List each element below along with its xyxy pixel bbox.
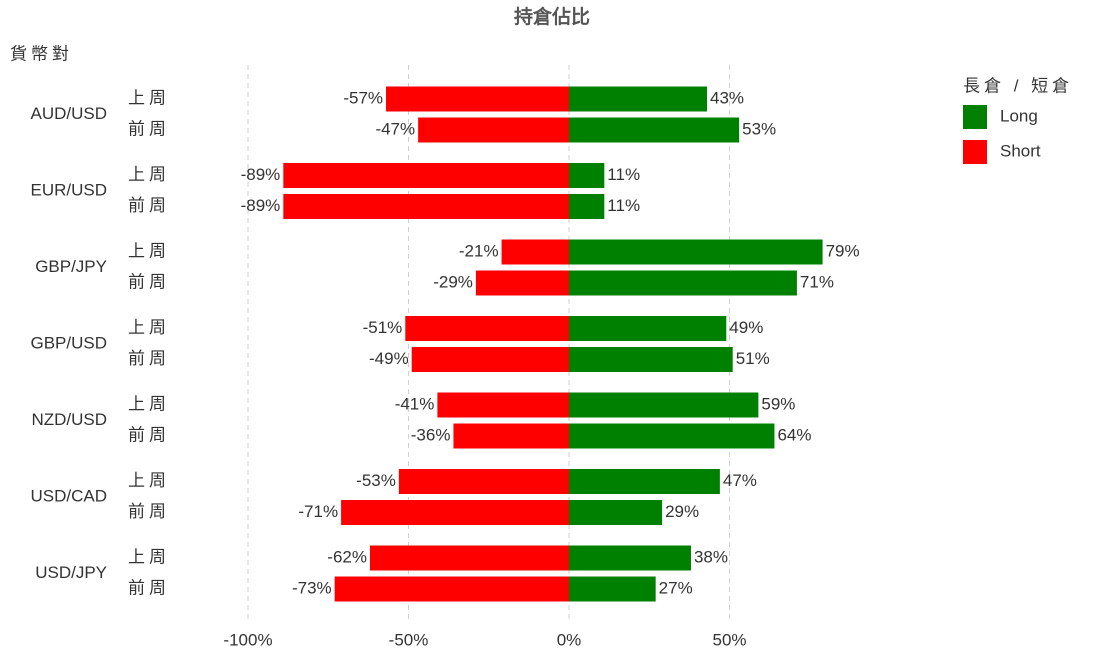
bar	[569, 194, 605, 219]
period-label: 上周	[128, 394, 170, 413]
value-label: 11%	[607, 196, 640, 215]
value-label: -47%	[375, 119, 415, 138]
bar	[569, 576, 656, 602]
value-label: 38%	[694, 547, 728, 566]
legend-label: Long	[1000, 106, 1038, 125]
chart-title: 持倉佔比	[514, 5, 590, 28]
bar	[369, 545, 569, 571]
group-label: USD/JPY	[35, 563, 107, 582]
value-label: 43%	[710, 88, 744, 107]
value-label: 64%	[777, 425, 811, 444]
bar	[405, 316, 569, 341]
period-label: 上周	[128, 88, 170, 107]
legend-title: 長倉 / 短倉	[963, 76, 1073, 95]
period-label: 前周	[128, 502, 170, 521]
period-label: 前周	[128, 272, 170, 291]
bar	[437, 392, 569, 418]
bar	[569, 469, 720, 494]
period-label: 前周	[128, 349, 170, 368]
value-label: -89%	[241, 196, 281, 215]
value-label: -57%	[343, 88, 383, 107]
bar	[453, 423, 569, 449]
bar	[569, 239, 823, 265]
value-label: 59%	[761, 394, 795, 413]
period-label: 上周	[128, 471, 170, 490]
period-label: 上周	[128, 165, 170, 184]
value-label: -36%	[411, 425, 451, 444]
bar	[386, 86, 569, 112]
value-label: 79%	[826, 241, 860, 260]
value-label: 11%	[607, 165, 640, 184]
value-label: -89%	[241, 165, 281, 184]
value-label: 49%	[729, 318, 763, 337]
bar	[411, 347, 569, 372]
value-label: 71%	[800, 272, 834, 291]
value-label: -41%	[395, 394, 435, 413]
bar	[569, 117, 740, 143]
x-tick-label: 50%	[712, 630, 746, 649]
bar	[569, 316, 727, 341]
value-label: 51%	[736, 349, 770, 368]
bar	[569, 500, 663, 525]
value-label: 53%	[742, 119, 776, 138]
value-label: 27%	[659, 578, 693, 597]
group-label: USD/CAD	[30, 486, 107, 505]
bar	[569, 423, 775, 449]
value-label: -73%	[292, 578, 332, 597]
bar	[569, 86, 708, 112]
value-label: 47%	[723, 471, 757, 490]
bar	[398, 469, 569, 494]
period-label: 上周	[128, 318, 170, 337]
value-label: -53%	[356, 471, 396, 490]
bar	[569, 163, 605, 188]
value-label: -49%	[369, 349, 409, 368]
x-tick-label: -50%	[389, 630, 429, 649]
bar	[283, 194, 569, 219]
value-label: -29%	[433, 272, 473, 291]
bar	[334, 576, 569, 602]
x-tick-label: -100%	[223, 630, 272, 649]
legend-label: Short	[1000, 141, 1041, 160]
bar	[418, 117, 569, 143]
bar	[569, 270, 797, 296]
bar	[475, 270, 569, 296]
legend-swatch	[963, 140, 987, 164]
period-label: 上周	[128, 241, 170, 260]
value-label: -21%	[459, 241, 499, 260]
bar	[569, 392, 759, 418]
value-label: -71%	[298, 502, 338, 521]
period-label: 前周	[128, 425, 170, 444]
value-label: -62%	[327, 547, 367, 566]
bar	[341, 500, 569, 525]
period-label: 前周	[128, 196, 170, 215]
group-label: AUD/USD	[30, 104, 107, 123]
value-label: 29%	[665, 502, 699, 521]
legend-swatch	[963, 105, 987, 129]
group-label: EUR/USD	[30, 180, 107, 199]
bar	[283, 163, 569, 188]
bar	[501, 239, 569, 265]
value-label: -51%	[363, 318, 403, 337]
period-label: 上周	[128, 547, 170, 566]
period-label: 前周	[128, 119, 170, 138]
group-label: GBP/USD	[30, 333, 107, 352]
group-label: NZD/USD	[31, 410, 107, 429]
y-axis-label: 貨幣對	[10, 44, 73, 63]
period-label: 前周	[128, 578, 170, 597]
group-label: GBP/JPY	[35, 257, 107, 276]
bar	[569, 347, 733, 372]
x-tick-label: 0%	[557, 630, 582, 649]
bar	[569, 545, 691, 571]
